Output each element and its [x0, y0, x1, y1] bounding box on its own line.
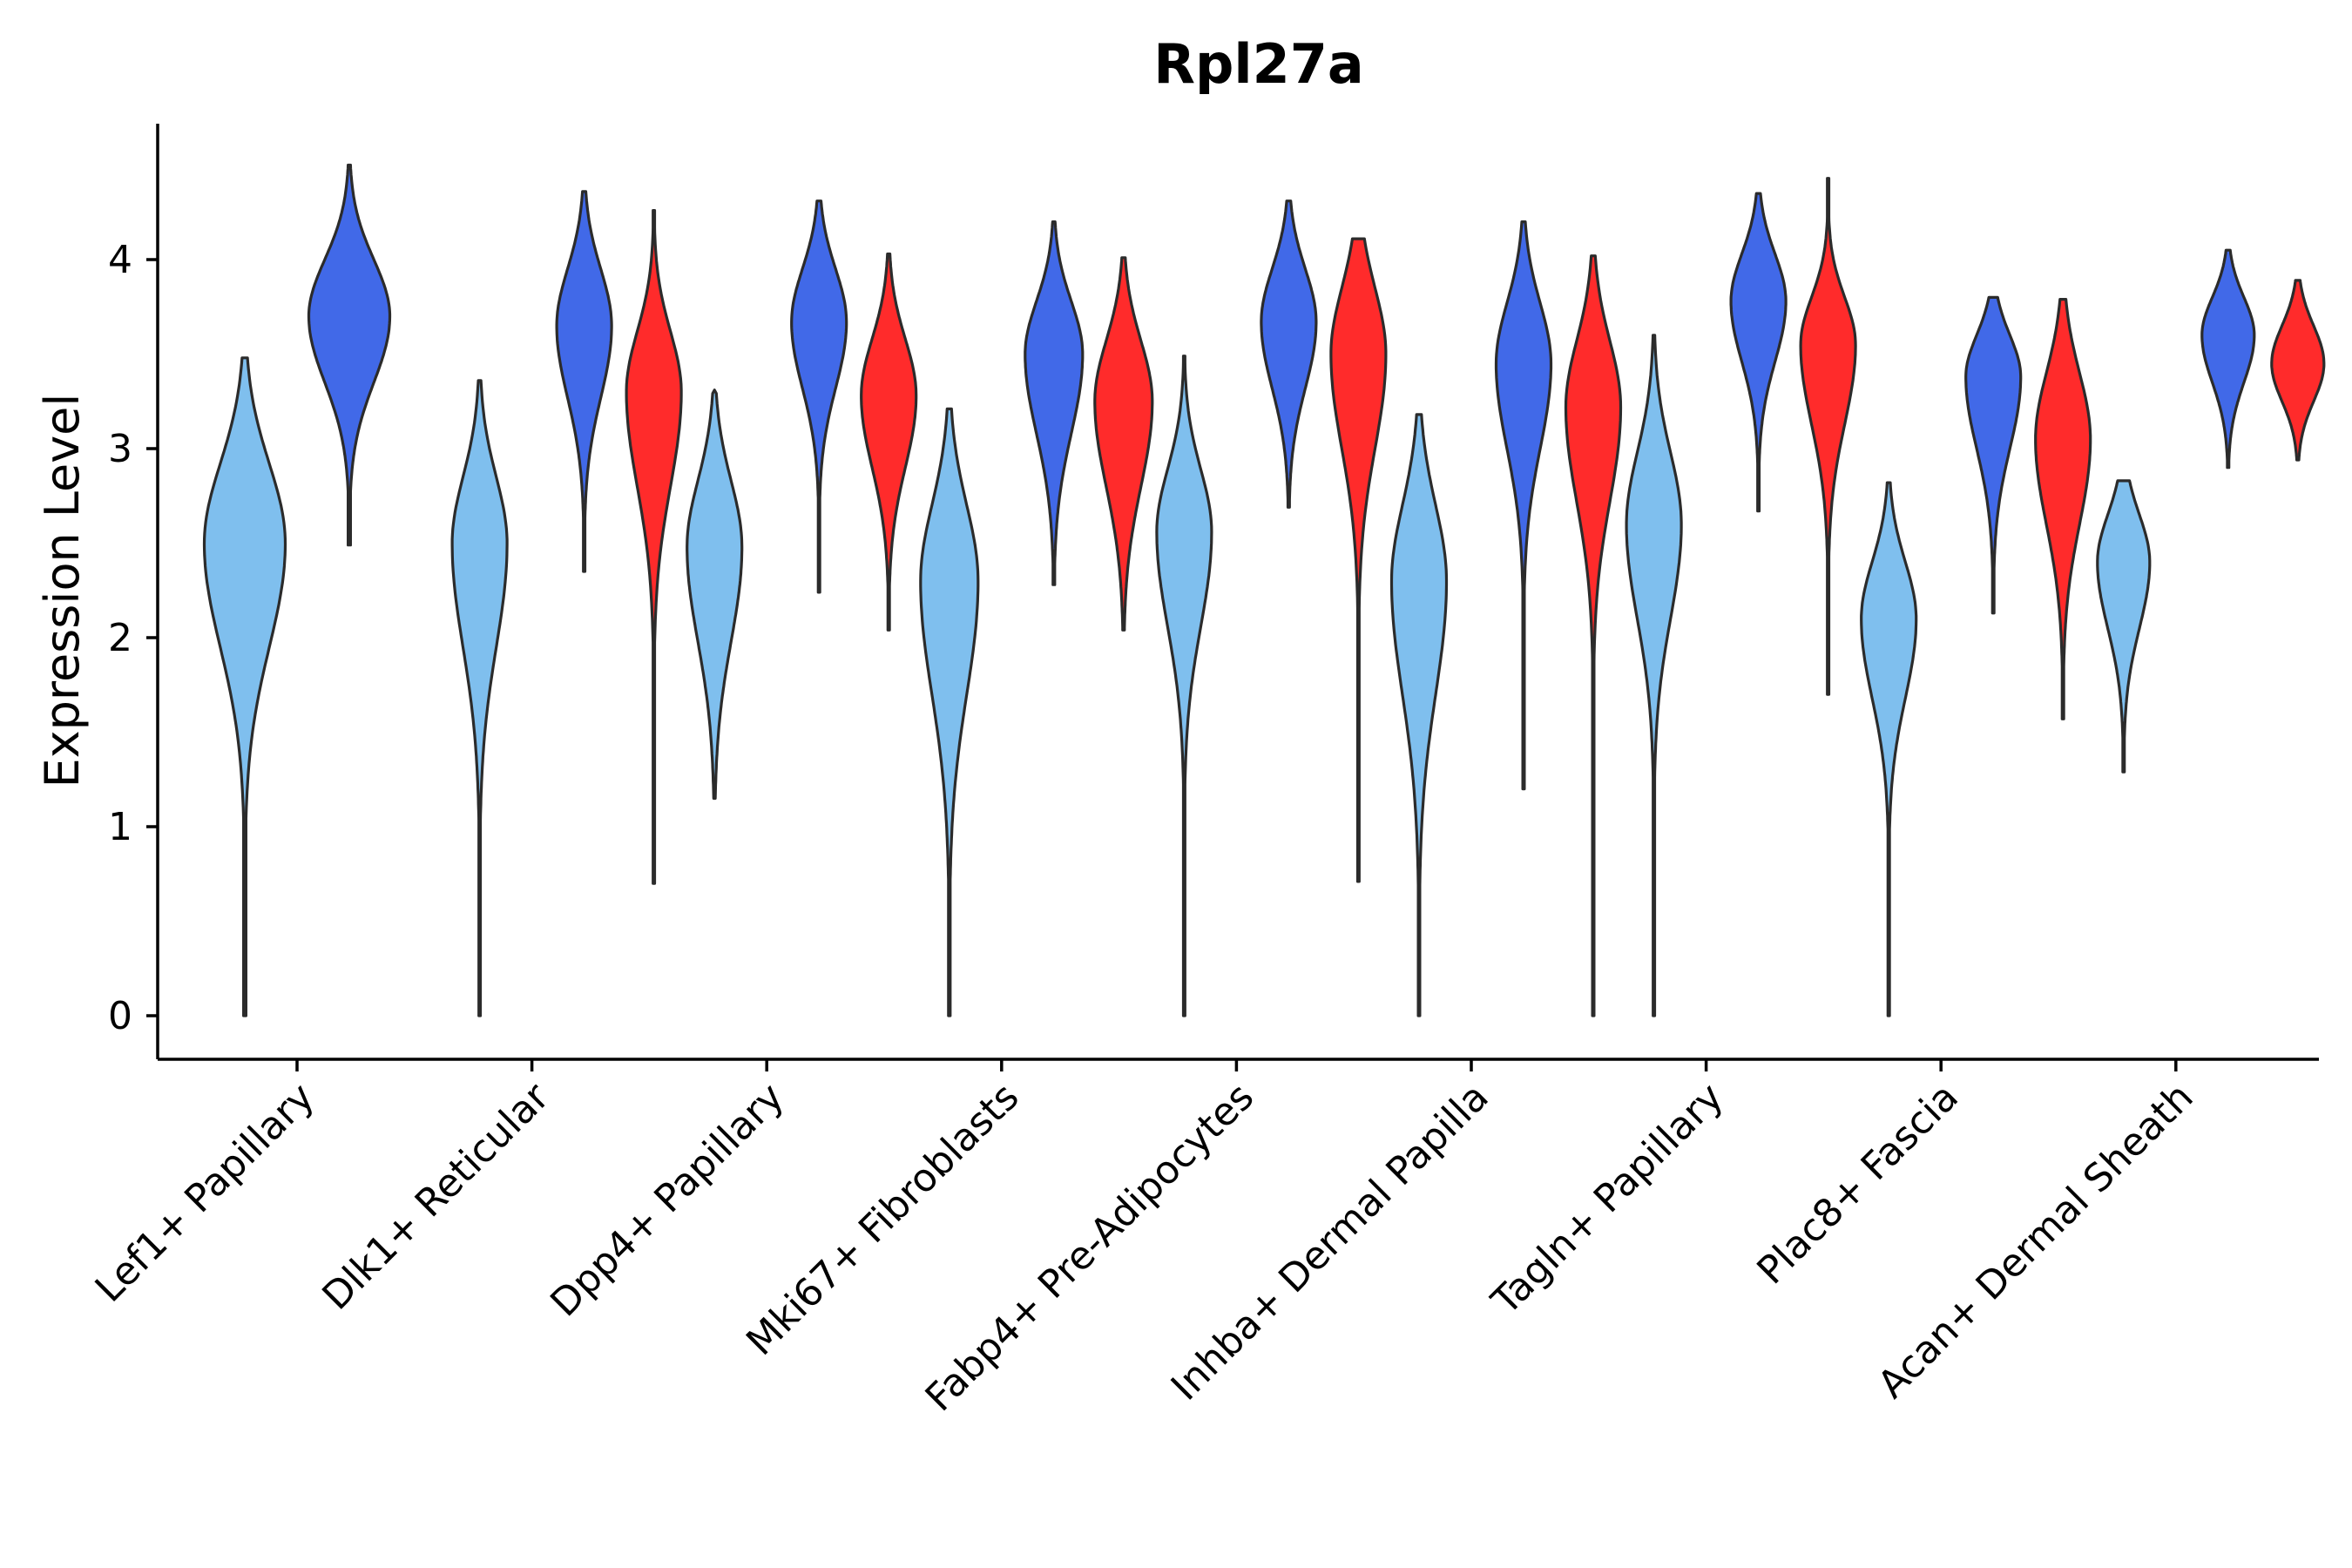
x-tick-label: Tagln+ Papillary — [1483, 1075, 1732, 1324]
violin-group-dark-blue-1 — [555, 190, 613, 573]
violin-group-red-3 — [1093, 256, 1154, 632]
x-tick-label: Lef1+ Papillary — [87, 1075, 323, 1311]
violin-group-light-blue-8 — [2096, 479, 2152, 774]
y-tick-label: 3 — [108, 427, 132, 471]
violin-group-dark-blue-7 — [1964, 295, 2023, 615]
violin-group-red-7 — [2034, 298, 2092, 720]
violin-group-red-4 — [1329, 237, 1388, 883]
y-tick-label: 2 — [108, 616, 132, 660]
chart-title: Rpl27a — [1153, 32, 1364, 96]
axes — [156, 124, 2319, 1061]
violin-layer — [202, 163, 2326, 1017]
violin-group-red-5 — [1564, 254, 1623, 1017]
violin-group-light-blue-0 — [202, 356, 287, 1017]
violin-group-dark-blue-3 — [1024, 220, 1085, 586]
y-ticks: 0 1 2 3 4 — [108, 238, 158, 1038]
y-tick-label: 0 — [108, 994, 132, 1038]
violin-group-dark-blue-4 — [1260, 199, 1318, 509]
violin-group-light-blue-2 — [686, 389, 744, 801]
y-tick-label: 4 — [108, 238, 132, 282]
violin-group-dark-blue-0 — [307, 163, 392, 547]
x-tick-label: Dpp4+ Papillary — [542, 1075, 793, 1326]
violin-group-red-6 — [1799, 177, 1857, 696]
violin-group-dark-blue-2 — [790, 199, 848, 594]
violin-group-light-blue-7 — [1860, 481, 1918, 1017]
violin-group-light-blue-3 — [919, 407, 980, 1017]
violin-group-dark-blue-8 — [2200, 248, 2256, 470]
violin-group-red-2 — [860, 252, 918, 632]
y-axis-label: Expression Level — [35, 394, 90, 788]
violin-group-light-blue-1 — [450, 379, 509, 1017]
violin-group-red-8 — [2270, 279, 2326, 462]
violin-group-dark-blue-5 — [1494, 220, 1553, 791]
violin-group-light-blue-4 — [1155, 355, 1213, 1017]
violin-group-dark-blue-6 — [1729, 192, 1788, 513]
x-tick-label: Plac8+ Fascia — [1748, 1075, 1967, 1294]
x-tick-label: Dlk1+ Reticular — [314, 1074, 558, 1319]
violin-group-light-blue-6 — [1625, 334, 1683, 1017]
violin-group-red-1 — [625, 209, 683, 885]
y-tick-label: 1 — [108, 805, 132, 849]
violin-group-light-blue-5 — [1389, 413, 1449, 1017]
